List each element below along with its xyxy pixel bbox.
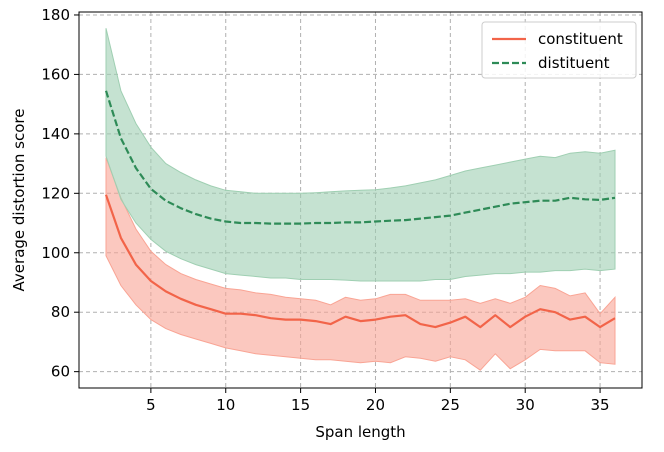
x-tick-label: 25 [441, 396, 460, 414]
x-axis: 5 10 15 20 25 30 35 [146, 388, 610, 414]
x-axis-label: Span length [315, 423, 405, 441]
x-tick-label: 5 [146, 396, 156, 414]
legend: constituent distituent [481, 21, 637, 79]
x-tick-label: 15 [291, 396, 310, 414]
distituent-band [105, 28, 616, 282]
confidence-bands [105, 28, 616, 371]
constituent-line [104, 194, 616, 329]
y-tick-label: 80 [51, 303, 70, 321]
constituent-band [105, 157, 616, 371]
y-tick-label: 180 [41, 6, 70, 24]
legend-label-distituent: distituent [538, 54, 610, 72]
plot-frame [78, 11, 643, 389]
legend-label-constituent: constituent [538, 30, 623, 48]
y-tick-label: 160 [41, 65, 70, 83]
y-tick-label: 120 [41, 184, 70, 202]
y-tick-label: 100 [41, 244, 70, 262]
y-tick-label: 60 [51, 363, 70, 381]
y-axis-label: Average distortion score [10, 109, 28, 292]
x-tick-label: 35 [591, 396, 610, 414]
x-tick-label: 30 [516, 396, 535, 414]
legend-box [481, 21, 637, 79]
x-tick-label: 20 [366, 396, 385, 414]
series-lines [104, 90, 616, 329]
y-axis: 60 80 100 120 140 160 180 [41, 6, 79, 381]
y-tick-label: 140 [41, 125, 70, 143]
x-tick-label: 10 [216, 396, 235, 414]
distituent-line [104, 90, 616, 225]
